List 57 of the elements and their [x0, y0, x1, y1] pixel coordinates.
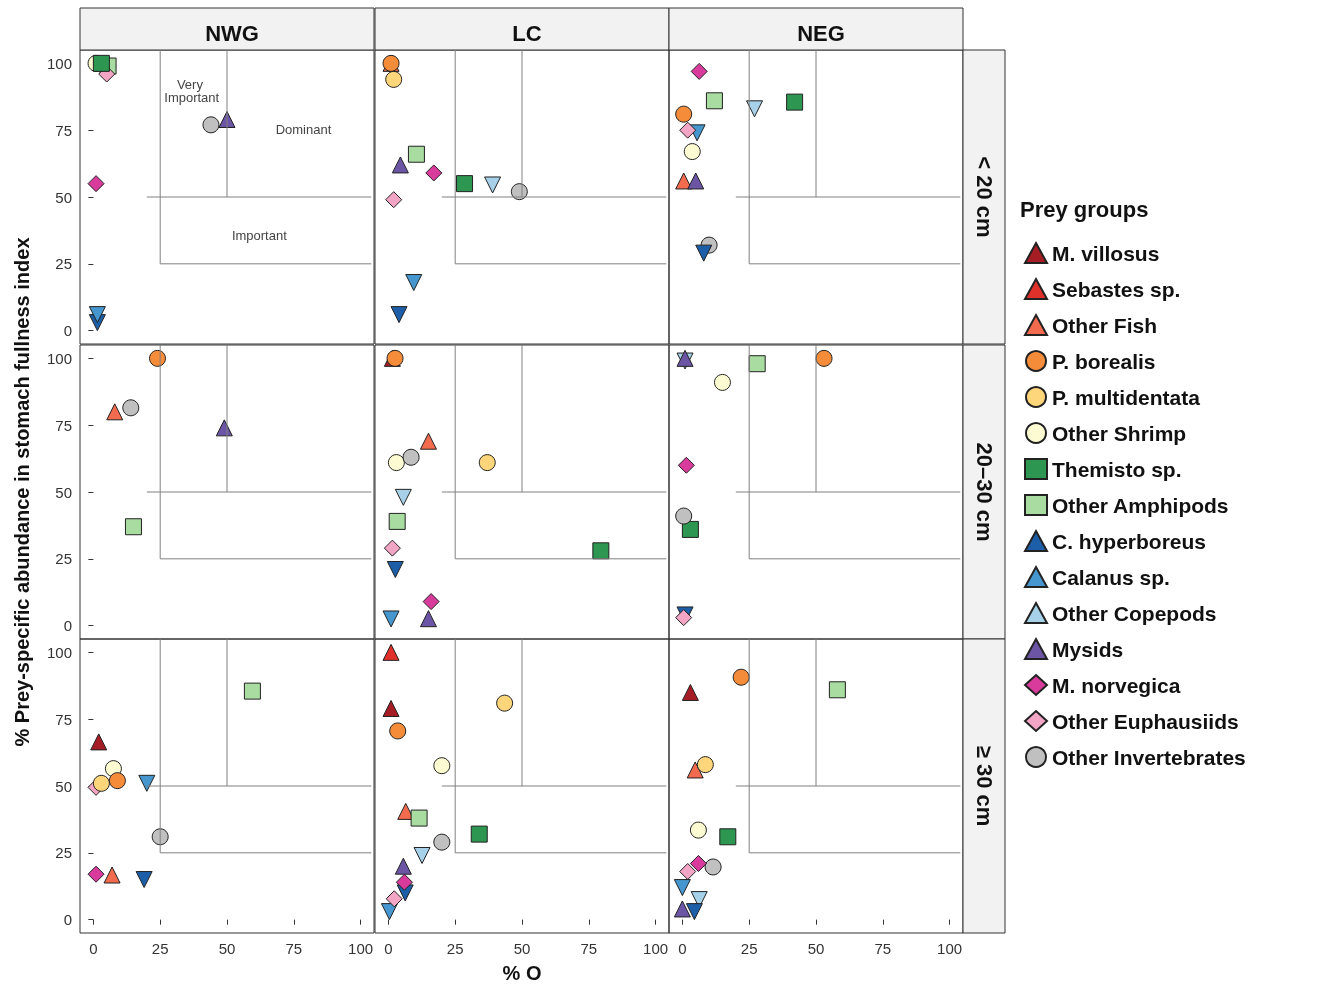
legend-label: P. borealis	[1052, 349, 1156, 373]
legend-label: Other Fish	[1052, 313, 1158, 337]
y-tick-label: 25	[55, 255, 72, 273]
y-tick-label: 0	[63, 322, 72, 340]
annotation: Important	[231, 227, 288, 243]
legend-label: M. norvegica	[1052, 673, 1181, 697]
legend-label: Calanus sp.	[1052, 565, 1170, 589]
annotation: Very Important	[164, 77, 220, 106]
x-tick-label: 0	[384, 940, 393, 957]
chart-title: NWG	[205, 20, 259, 46]
y2-axis-title: 20–30 cm	[971, 442, 997, 542]
legend-label: Other Amphipods	[1052, 493, 1229, 517]
x-tick-label: 25	[151, 940, 169, 957]
y-tick-label: 100	[46, 643, 72, 661]
y-tick-label: 0	[63, 911, 72, 929]
x-axis-title: % O	[502, 962, 542, 984]
x-tick-label: 25	[446, 940, 464, 957]
chart-title: NEG	[797, 20, 845, 46]
x-tick-label: 75	[285, 940, 303, 957]
legend-label: Other Euphausiids	[1052, 709, 1239, 733]
legend-label: Other Shrimp	[1052, 421, 1187, 445]
x-tick-label: 0	[678, 940, 687, 957]
y-tick-label: 75	[55, 710, 72, 728]
y-tick-label: 100	[46, 349, 72, 367]
y-tick-label: 75	[55, 121, 72, 139]
x-tick-label: 50	[807, 940, 825, 957]
x-tick-label: 100	[937, 940, 963, 957]
y-tick-label: 50	[55, 188, 72, 206]
y-axis-title: % Prey-specific abundance in stomach fullness index	[11, 237, 33, 747]
x-tick-label: 75	[874, 940, 892, 957]
x-tick-label: 0	[89, 940, 98, 957]
legend-label: C. hyperboreus	[1052, 529, 1207, 553]
x-tick-label: 25	[740, 940, 758, 957]
y2-axis-title: < 20 cm	[971, 156, 997, 238]
legend-label: Other Invertebrates	[1052, 745, 1246, 769]
y-tick-label: 50	[55, 483, 72, 501]
x-tick-label: 50	[218, 940, 236, 957]
y-tick-label: 50	[55, 777, 72, 795]
legend-label: Other Copepods	[1052, 601, 1217, 625]
y-tick-label: 0	[63, 617, 72, 635]
legend-label: Sebastes sp.	[1052, 277, 1181, 301]
x-tick-label: 50	[513, 940, 531, 957]
y-tick-label: 25	[55, 844, 72, 862]
legend-label: Mysids	[1052, 637, 1124, 661]
legend-label: P. multidentata	[1052, 385, 1201, 409]
legend-label: M. villosus	[1052, 241, 1160, 265]
x-tick-label: 75	[580, 940, 598, 957]
legend-title: Prey groups	[1020, 196, 1149, 222]
x-tick-label: 100	[348, 940, 374, 957]
y-tick-label: 100	[46, 54, 72, 72]
chart-title: LC	[512, 20, 542, 46]
annotation: Dominant	[275, 121, 332, 137]
y-tick-label: 25	[55, 550, 72, 568]
x-tick-label: 100	[643, 940, 669, 957]
y-tick-label: 75	[55, 416, 72, 434]
y2-axis-title: ≥ 30 cm	[971, 745, 997, 827]
legend-label: Themisto sp.	[1052, 457, 1182, 481]
